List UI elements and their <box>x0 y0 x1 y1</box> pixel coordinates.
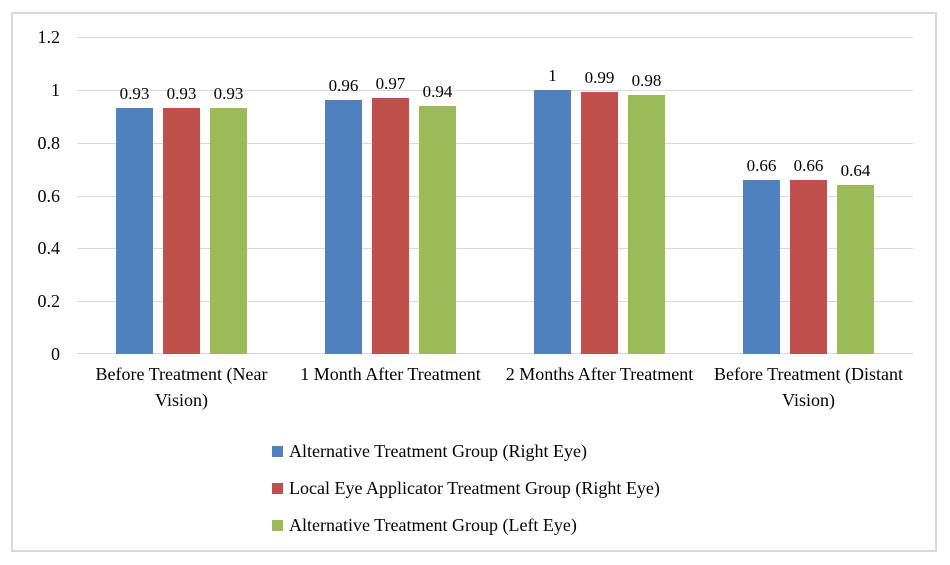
x-category-label: Before Treatment (Near Vision) <box>95 364 268 410</box>
bar <box>743 179 780 354</box>
bar <box>116 108 153 354</box>
x-category-label: 2 Months After Treatment <box>505 364 694 384</box>
bar-value-label: 0.66 <box>793 155 824 175</box>
bar-value-label: 0.93 <box>166 84 197 104</box>
bar-value-label: 0.99 <box>584 68 615 88</box>
legend-swatch-icon <box>272 519 283 531</box>
gridline <box>77 37 913 38</box>
bar-value-label: 0.96 <box>328 76 359 96</box>
legend-item: Local Eye Applicator Treatment Group (Ri… <box>272 478 660 498</box>
legend-swatch-icon <box>272 445 283 457</box>
x-category-label: Before Treatment (Distant Vision) <box>714 364 903 410</box>
legend-item: Alternative Treatment Group (Right Eye) <box>272 441 660 461</box>
bar <box>325 100 362 354</box>
gridline <box>77 301 913 303</box>
y-tick-label: 0.6 <box>37 185 61 206</box>
gridline <box>77 89 913 91</box>
x-category-label: 1 Month After Treatment <box>300 364 481 384</box>
bar <box>163 108 200 354</box>
legend-label: Alternative Treatment Group (Right Eye) <box>289 441 587 461</box>
bar <box>419 105 456 354</box>
bar <box>210 108 247 354</box>
bar <box>837 184 874 354</box>
gridline <box>77 195 913 197</box>
y-tick-label: 0.8 <box>37 132 61 153</box>
bar-group: 0.96 0.97 0.94 <box>286 37 495 354</box>
legend-swatch-icon <box>272 482 283 494</box>
y-tick-label: 0 <box>51 344 60 364</box>
y-axis: 0 0.2 0.4 0.6 0.8 1 1.2 <box>0 27 62 364</box>
bar-group: 0.93 0.93 0.93 <box>77 37 286 354</box>
legend-label: Local Eye Applicator Treatment Group (Ri… <box>289 478 660 498</box>
bar <box>372 97 409 354</box>
bar-value-label: 0.97 <box>375 73 406 93</box>
bar-value-label: 0.64 <box>840 160 871 180</box>
bar <box>534 89 571 354</box>
y-tick-label: 1 <box>51 79 60 100</box>
y-tick-label: 1.2 <box>37 27 61 47</box>
gridline <box>77 353 913 354</box>
gridline <box>77 142 913 144</box>
bar <box>581 92 618 354</box>
bar-group: 1 0.99 0.98 <box>495 37 704 354</box>
y-tick-label: 0.2 <box>37 291 61 312</box>
legend-item: Alternative Treatment Group (Left Eye) <box>272 515 660 535</box>
bar-value-label: 0.98 <box>631 71 662 91</box>
plot-area: 0.93 0.93 0.93 0.96 0.97 0.94 1 0.99 0.98 0.66 0.6… <box>77 37 913 354</box>
bar-value-label: 0.66 <box>746 155 777 175</box>
bar-value-label: 0.93 <box>213 84 244 104</box>
bar <box>628 95 665 354</box>
y-tick-label: 0.4 <box>37 238 61 259</box>
legend: Alternative Treatment Group (Right Eye) L… <box>272 441 660 552</box>
bar-group: 0.66 0.66 0.64 <box>704 37 913 354</box>
legend-label: Alternative Treatment Group (Left Eye) <box>289 515 577 535</box>
bar-value-label: 0.93 <box>119 84 150 104</box>
gridline <box>77 248 913 250</box>
bar-value-label: 1 <box>548 65 557 85</box>
bar-value-label: 0.94 <box>422 81 453 101</box>
bar <box>790 179 827 354</box>
